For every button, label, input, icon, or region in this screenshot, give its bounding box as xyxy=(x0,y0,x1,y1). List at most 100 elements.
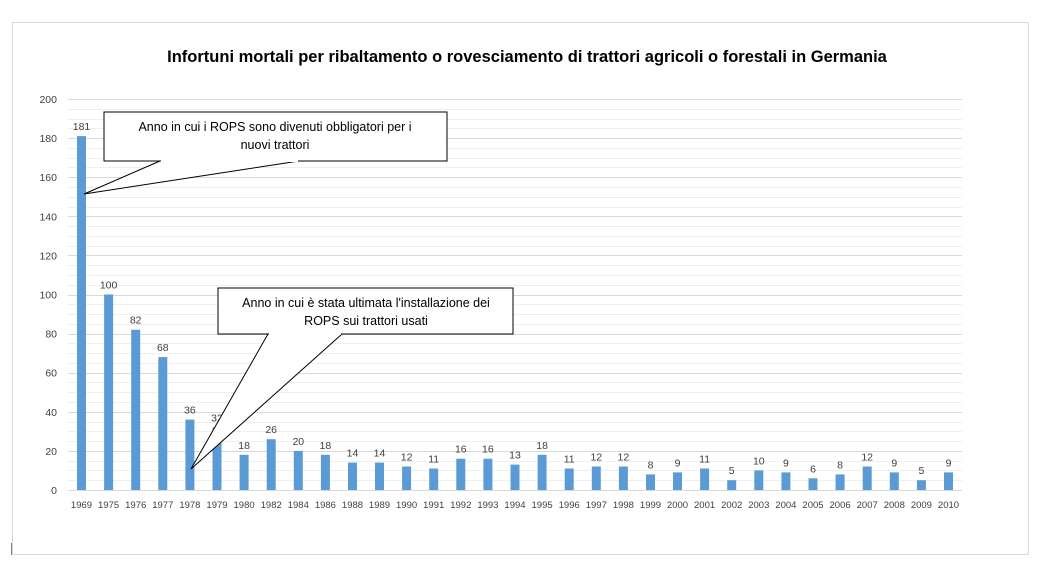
y-tick-label: 160 xyxy=(39,172,57,184)
bar-1979 xyxy=(212,427,222,490)
bar-2004 xyxy=(781,472,791,490)
data-label-1988: 14 xyxy=(347,448,359,460)
x-tick-label-2004: 2004 xyxy=(775,500,796,511)
x-tick-label-1999: 1999 xyxy=(640,500,661,511)
data-label-1986: 18 xyxy=(320,440,332,452)
x-tick-label-1992: 1992 xyxy=(450,500,471,511)
callout-rops-new-box xyxy=(103,111,448,162)
bar-1982 xyxy=(266,439,276,490)
data-label-2009: 5 xyxy=(918,465,924,477)
x-tick-label-1975: 1975 xyxy=(98,500,119,511)
data-label-2000: 9 xyxy=(675,457,681,469)
data-label-1977: 68 xyxy=(157,342,169,354)
callout-rops-used-line1: Anno in cui è stata ultimata l'installaz… xyxy=(242,296,490,310)
x-tick-label-2000: 2000 xyxy=(667,500,688,511)
x-tick-label-2002: 2002 xyxy=(721,500,742,511)
x-tick-label-1994: 1994 xyxy=(504,500,525,511)
data-label-1999: 8 xyxy=(648,459,654,471)
data-label-2001: 11 xyxy=(699,454,710,466)
bar-1969 xyxy=(77,136,86,490)
x-tick-label-1980: 1980 xyxy=(234,500,255,511)
x-tick-label-1997: 1997 xyxy=(586,500,607,511)
x-tick-label-1998: 1998 xyxy=(613,500,634,511)
bar-2010 xyxy=(944,472,953,490)
y-tick-label: 120 xyxy=(39,250,57,262)
callout-rops-new-pointer xyxy=(83,160,300,195)
bar-1976 xyxy=(131,329,141,490)
x-axis-ticks: 1969 1975 1976 1977 1978 1979 1980 1982 1984 1986… xyxy=(71,500,959,511)
x-tick-label-1996: 1996 xyxy=(559,500,580,511)
y-tick-label: 20 xyxy=(45,446,57,458)
data-label-1984: 20 xyxy=(292,436,304,448)
x-tick-label-2007: 2007 xyxy=(857,500,878,511)
bar-1997 xyxy=(591,466,601,490)
data-label-2003: 10 xyxy=(753,455,765,467)
data-label-1997: 12 xyxy=(590,452,602,464)
x-tick-label-2001: 2001 xyxy=(694,500,715,511)
bar-1988 xyxy=(348,462,357,490)
data-label-1990: 12 xyxy=(401,452,413,464)
x-tick-label-1986: 1986 xyxy=(315,500,336,511)
callout-rops-used: Anno in cui è stata ultimata l'installaz… xyxy=(190,287,514,470)
data-label-1975: 100 xyxy=(100,280,118,292)
data-label-1992: 16 xyxy=(455,444,467,456)
y-tick-label: 0 xyxy=(51,485,57,497)
bar-1995 xyxy=(537,454,547,490)
data-label-1969: 181 xyxy=(73,121,91,133)
x-tick-label-1988: 1988 xyxy=(342,500,363,511)
chart-frame xyxy=(12,22,1029,555)
x-tick-label-1982: 1982 xyxy=(261,500,282,511)
bar-1978 xyxy=(185,419,195,490)
bar-1986 xyxy=(320,454,330,490)
bar-2001 xyxy=(700,468,710,490)
x-tick-label-1993: 1993 xyxy=(477,500,498,511)
frame-corner-mark xyxy=(11,543,12,555)
y-axis-ticks: 0 20 40 60 80 100 120 140 160 180 200 xyxy=(39,94,57,497)
data-label-2004: 9 xyxy=(783,457,789,469)
data-label-1989: 14 xyxy=(374,448,386,460)
data-label-1993: 16 xyxy=(482,444,494,456)
x-tick-label-2006: 2006 xyxy=(830,500,851,511)
y-tick-label: 40 xyxy=(45,407,57,419)
data-label-1979: 32 xyxy=(211,412,223,424)
x-tick-label-2005: 2005 xyxy=(802,500,823,511)
x-tick-label-2009: 2009 xyxy=(911,500,932,511)
data-label-1995: 18 xyxy=(536,440,548,452)
y-tick-label: 100 xyxy=(39,290,57,302)
data-label-1996: 11 xyxy=(564,454,575,466)
bar-2007 xyxy=(862,466,872,490)
x-tick-label-1984: 1984 xyxy=(288,500,309,511)
bar-1998 xyxy=(618,466,628,490)
data-label-2006: 8 xyxy=(837,459,843,471)
y-tick-label: 80 xyxy=(45,329,57,341)
callout-rops-used-line2: ROPS sui trattori usati xyxy=(304,314,428,328)
bar-1984 xyxy=(293,450,303,490)
bar-1989 xyxy=(375,462,384,490)
data-label-2005: 6 xyxy=(810,463,816,475)
y-tick-label: 180 xyxy=(39,133,57,145)
bar-2008 xyxy=(889,472,899,490)
callout-rops-new: Anno in cui i ROPS sono divenuti obbliga… xyxy=(83,111,448,195)
x-tick-label-1976: 1976 xyxy=(125,500,146,511)
x-tick-label-1989: 1989 xyxy=(369,500,390,511)
data-label-2002: 5 xyxy=(729,465,735,477)
bar-1996 xyxy=(564,468,574,490)
x-tick-label-1979: 1979 xyxy=(206,500,227,511)
x-tick-label-1977: 1977 xyxy=(152,500,173,511)
bar-1993 xyxy=(483,458,493,490)
data-label-2007: 12 xyxy=(861,452,873,464)
bar-2009 xyxy=(916,480,926,490)
callout-rops-used-pointer xyxy=(190,333,343,470)
data-label-1998: 12 xyxy=(618,452,630,464)
bar-2006 xyxy=(835,474,845,490)
y-tick-label: 60 xyxy=(45,368,57,380)
data-label-1994: 13 xyxy=(509,450,521,462)
x-tick-label-2008: 2008 xyxy=(884,500,905,511)
y-tick-label: 200 xyxy=(39,94,57,106)
bar-2000 xyxy=(673,472,682,490)
x-tick-label-1995: 1995 xyxy=(532,500,553,511)
bar-1992 xyxy=(456,458,466,490)
data-label-1991: 11 xyxy=(428,454,439,466)
